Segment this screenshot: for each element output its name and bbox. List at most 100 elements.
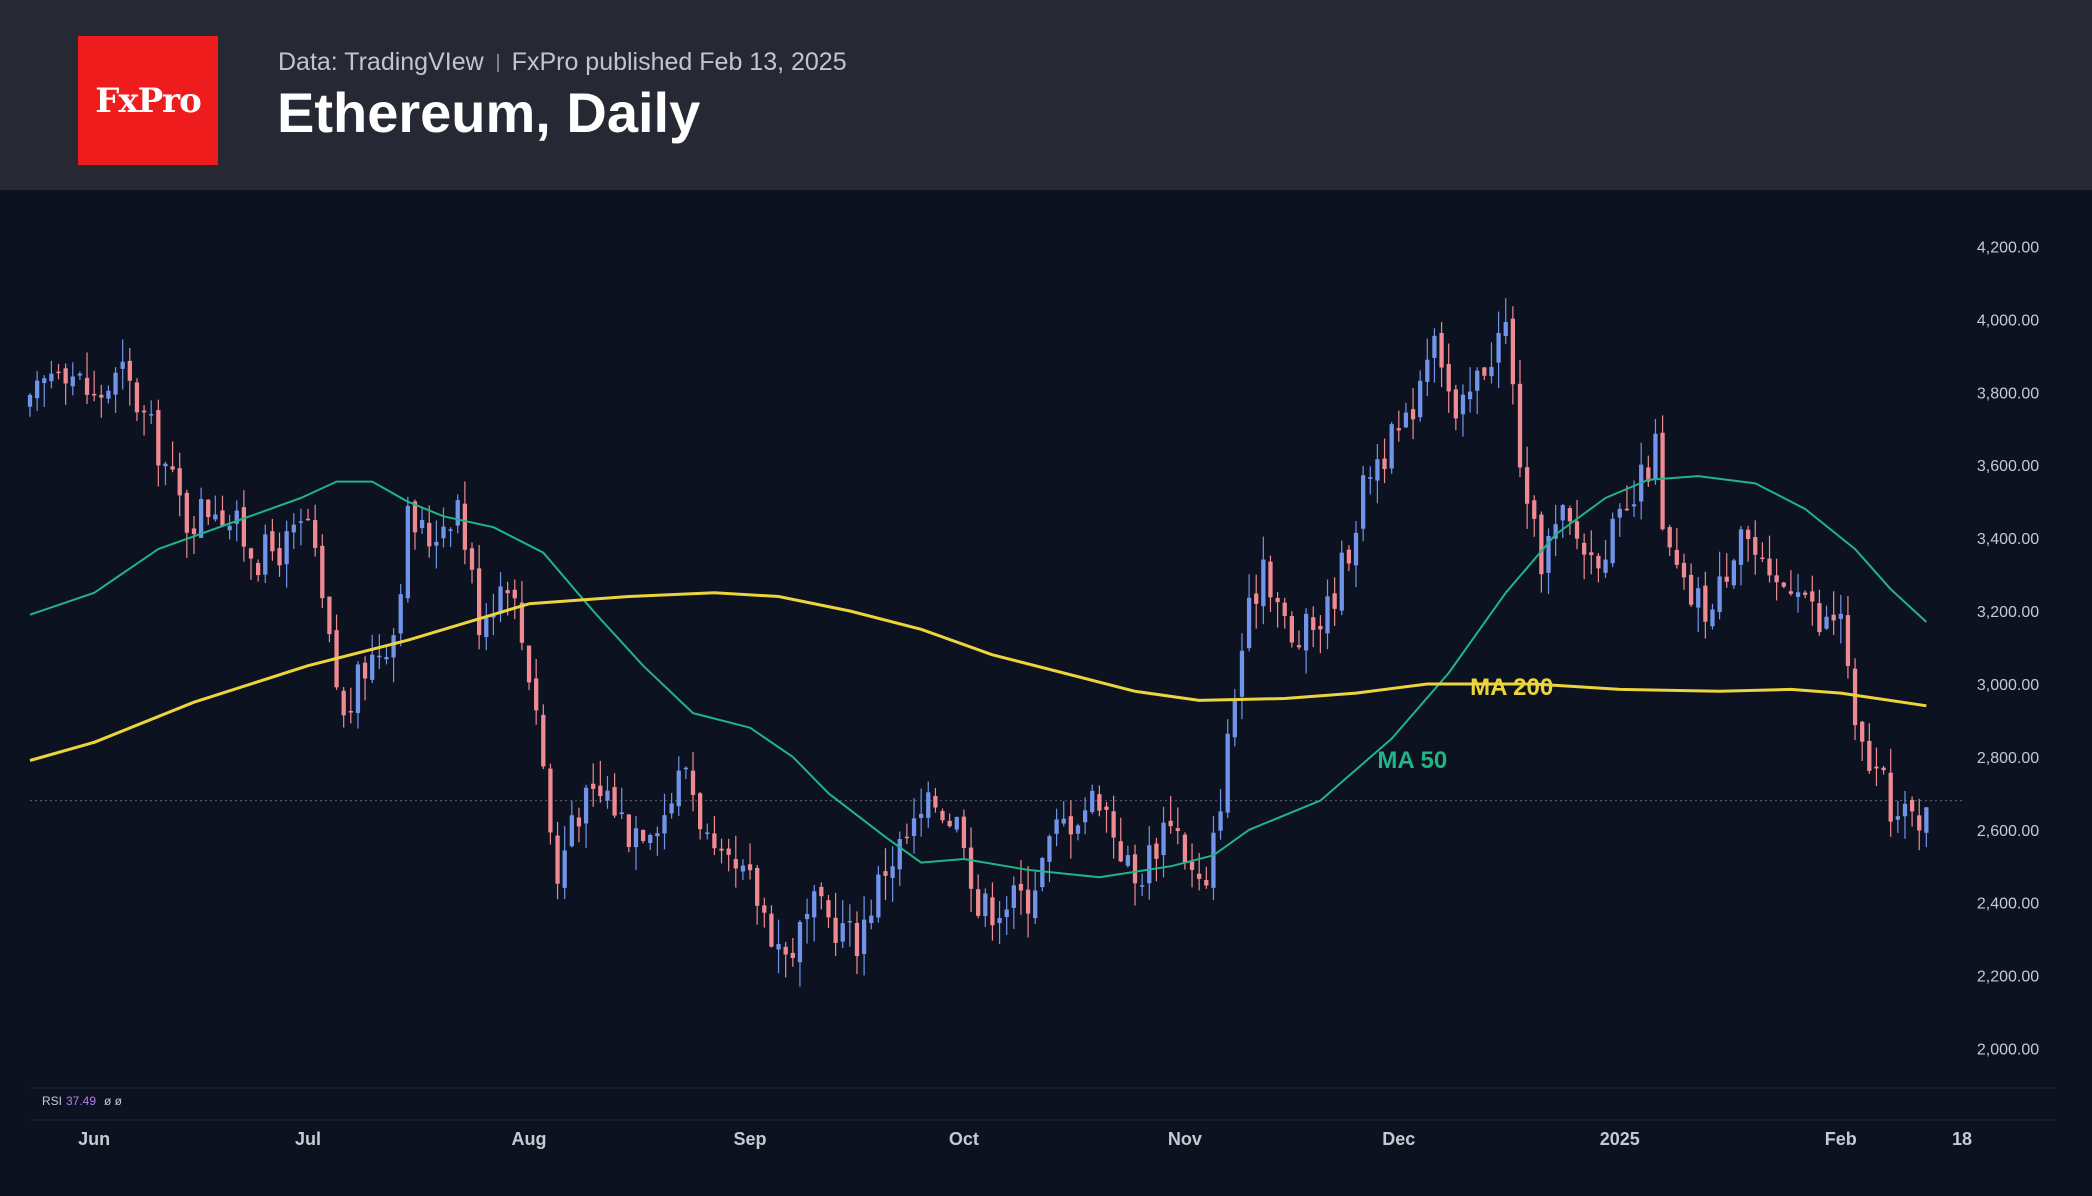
candle-body (1817, 603, 1822, 633)
candle-body (1460, 394, 1466, 415)
candle-body (1510, 318, 1516, 385)
y-tick-label: 2,800.00 (1977, 750, 2039, 767)
candle-body (833, 917, 838, 943)
candle-body (940, 811, 945, 821)
candle-body (1760, 557, 1765, 560)
candle-body (1403, 412, 1409, 428)
candle-body (63, 368, 68, 384)
candle-body (1674, 549, 1679, 565)
candle-body (1175, 828, 1180, 832)
candle-body (469, 548, 475, 570)
candle-body (84, 377, 90, 395)
candle-body (1917, 815, 1922, 831)
candle-body (1824, 616, 1829, 629)
candle-body (847, 920, 852, 923)
candle-body (1268, 561, 1273, 598)
candle-body (1261, 559, 1266, 607)
candle-body (156, 410, 161, 466)
candle-body (1303, 613, 1309, 651)
candle-body (120, 361, 125, 369)
candle-body (1745, 529, 1751, 540)
candle-body (1361, 475, 1366, 529)
ma200-label: MA 200 (1470, 674, 1553, 701)
ma-labels-layer: MA 50 MA 200 (1377, 674, 1553, 774)
candle-body (184, 492, 189, 533)
candle-body (1603, 559, 1608, 573)
candle-body (498, 586, 503, 614)
candle-body (419, 519, 425, 529)
candle-body (698, 793, 703, 830)
candle-body (149, 414, 154, 416)
candle-body (1567, 508, 1573, 522)
x-tick-label: Oct (949, 1129, 979, 1149)
candle-body (1239, 650, 1245, 697)
candle-body (769, 913, 774, 947)
candle-body (213, 514, 218, 520)
y-tick-label: 4,200.00 (1977, 239, 2039, 256)
candle-body (1211, 832, 1216, 888)
candle-body (298, 521, 304, 523)
candle-body (1282, 602, 1287, 617)
candle-body (1909, 799, 1915, 812)
candle-body (1161, 822, 1166, 856)
candle-body (1410, 409, 1416, 420)
candle-body (776, 944, 781, 950)
y-tick-label: 3,200.00 (1977, 604, 2039, 621)
candle-body (1090, 790, 1095, 813)
candle-body (1182, 834, 1188, 864)
candle-body (284, 531, 289, 565)
candle-body (804, 913, 810, 920)
candle-body (1068, 816, 1073, 835)
candle-body (1311, 617, 1316, 630)
candle-body (177, 468, 182, 496)
candle-body (42, 378, 47, 384)
candle-body (1118, 841, 1123, 862)
ma50-line (29, 475, 1928, 879)
candle-body (106, 390, 111, 399)
y-tick-label: 3,600.00 (1977, 458, 2039, 475)
candle-body (612, 787, 617, 816)
candle-body (662, 815, 667, 834)
candle-body (1560, 505, 1565, 521)
candle-body (1154, 843, 1159, 859)
candle-body (476, 568, 482, 636)
candle-body (362, 662, 368, 679)
candle-body (869, 915, 874, 924)
candle-body (826, 900, 831, 918)
candle-body (762, 905, 767, 913)
y-tick-label: 2,000.00 (1977, 1042, 2039, 1059)
candle-body (1082, 810, 1088, 823)
candle-body (526, 645, 532, 683)
candle-body (1332, 593, 1337, 609)
candle-body (1688, 574, 1694, 605)
y-tick-label: 4,000.00 (1977, 312, 2039, 329)
candle-body (883, 871, 888, 876)
ma50-label: MA 50 (1377, 747, 1447, 774)
x-tick-label: Feb (1825, 1129, 1857, 1149)
candle-body (1132, 854, 1138, 884)
candle-body (206, 499, 211, 518)
x-tick-label: Jun (78, 1129, 110, 1149)
candle-body (1339, 552, 1344, 611)
candle-body (34, 380, 40, 399)
candle-body (1232, 700, 1237, 738)
candle-body (441, 526, 446, 539)
candle-body (56, 371, 61, 374)
candle-body (1589, 552, 1594, 556)
candle-body (1831, 614, 1836, 621)
candle-body (484, 616, 489, 638)
candle-body (348, 711, 353, 713)
meta-separator (496, 54, 499, 72)
candle-body (797, 922, 803, 963)
candle-body (191, 528, 197, 535)
candle-body (719, 848, 724, 851)
candle-body (248, 548, 254, 559)
candle-body (733, 859, 738, 869)
candle-body (812, 891, 817, 918)
y-tick-label: 3,800.00 (1977, 385, 2039, 402)
candle-body (1475, 370, 1480, 391)
moving-averages-layer (29, 475, 1928, 879)
candle-body (1296, 645, 1302, 648)
candle-body (77, 373, 83, 376)
candle-body (1710, 609, 1715, 627)
